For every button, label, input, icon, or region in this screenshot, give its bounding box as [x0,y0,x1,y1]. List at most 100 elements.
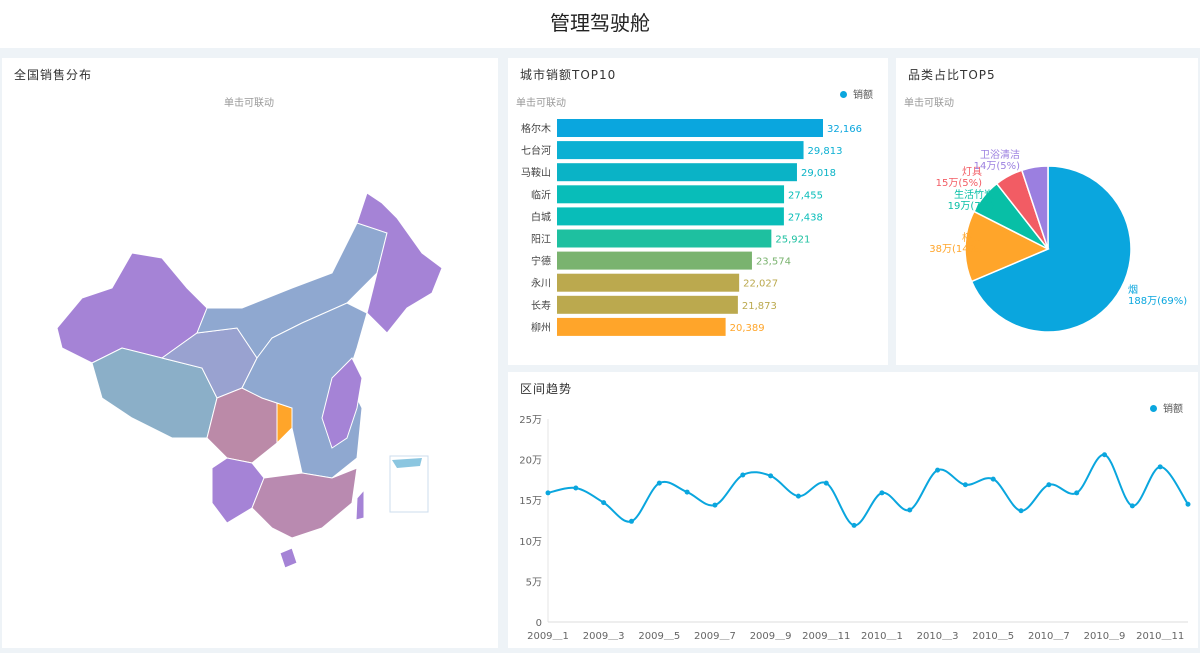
line-point[interactable] [545,490,551,496]
line-title: 区间趋势 [520,382,573,396]
bar-panel: 城市销额TOP10 单击可联动 销额 格尔木 32,166 七台河 29,813 马鞍山… [508,58,888,365]
map-hint: 单击可联动 [224,98,274,109]
bar-category-label: 马鞍山 [521,166,551,179]
line-point[interactable] [1185,501,1191,507]
line-point[interactable] [684,489,690,495]
page-title: 管理驾驶舱 [550,11,650,35]
bar-value-label: 29,018 [801,168,836,179]
x-tick-label: 2010＿11 [1136,631,1184,642]
y-tick-label: 25万 [519,415,542,426]
line-point[interactable] [823,480,829,486]
bar[interactable] [557,295,738,314]
bar-value-label: 32,166 [827,124,862,135]
pie-slice-label: 15万(5%) [936,178,982,189]
x-tick-label: 2009＿1 [527,631,569,642]
pie-slice-label: 38万(14%) [929,244,982,255]
x-tick-label: 2010＿3 [917,631,959,642]
legend-label: 销额 [853,90,873,101]
line-point[interactable] [935,467,941,473]
bar[interactable] [557,207,784,226]
bar[interactable] [557,251,752,270]
bar-category-label: 阳江 [531,234,551,246]
line-chart: 0 5万 10万 15万 20万 25万 2009＿1 2009＿3 2009＿5 2009＿7 2… [519,415,1191,642]
pie-slice-label: 188万(69%) [1128,296,1187,307]
bar[interactable] [557,317,726,336]
line-point[interactable] [601,500,607,506]
line-point[interactable] [1157,464,1163,470]
line-legend[interactable]: 销额 [1150,400,1183,415]
bar[interactable] [557,273,740,292]
bar-legend[interactable]: 销额 [840,86,873,101]
bar[interactable] [557,163,797,182]
y-tick-label: 5万 [526,577,542,588]
line-point[interactable] [1129,503,1135,509]
x-tick-label: 2009＿11 [802,631,850,642]
x-tick-label: 2010＿9 [1084,631,1126,642]
bar[interactable] [557,119,823,137]
bar[interactable] [557,185,785,204]
legend-dot-icon [840,91,847,98]
y-tick-label: 0 [536,618,542,629]
y-tick-label: 15万 [519,496,542,507]
bar-category-label: 七台河 [521,144,551,157]
line-point[interactable] [768,473,774,479]
bar-value-label: 25,921 [775,235,810,246]
china-map[interactable] [2,58,498,648]
line-point[interactable] [1102,452,1108,458]
line-point[interactable] [573,485,579,491]
line-point[interactable] [740,472,746,478]
y-tick-label: 20万 [519,456,542,467]
line-point[interactable] [712,502,718,508]
line-point[interactable] [656,480,662,486]
line-point[interactable] [1074,490,1080,496]
line-series [547,453,1189,527]
bar-value-label: 20,389 [730,323,765,334]
header: 管理驾驶舱 [0,0,1200,48]
bar-title: 城市销额TOP10 [520,68,617,82]
bar[interactable] [557,141,804,160]
bar[interactable] [557,229,772,248]
line-point[interactable] [1046,482,1052,488]
line-panel: 区间趋势 销额 0 5万 10万 15万 20万 25万 2009＿1 2009＿3 2009＿… [508,372,1198,648]
bar-category-label: 临沂 [531,188,551,201]
x-tick-label: 2009＿7 [694,631,736,642]
legend-label: 销额 [1163,404,1183,415]
pie-slice-name: 烟 [1128,283,1138,296]
line-point[interactable] [962,482,968,488]
bar-category-label: 永川 [531,277,551,290]
line-point[interactable] [628,518,634,524]
line-point[interactable] [1018,508,1024,514]
line-point[interactable] [990,476,996,482]
pie-slice[interactable] [964,210,1050,283]
pie-slice-label: 19万(7%) [948,201,994,212]
south-sea-inset [389,455,429,513]
line-point[interactable] [851,522,857,528]
x-tick-label: 2010＿7 [1028,631,1070,642]
map-title: 全国销售分布 [14,68,93,82]
region-yunnan [211,457,265,524]
pie-slice-name: 灯具 [962,166,982,178]
region-northeast [356,192,443,334]
line-point[interactable] [907,507,913,513]
bar-value-label: 23,574 [756,257,791,268]
line-point[interactable] [795,493,801,499]
region-chongqing [276,402,293,445]
y-tick-label: 10万 [519,537,542,548]
pie-slice-name: 杯具 [962,231,982,244]
bar-category-label: 宁德 [531,255,551,268]
bar-category-label: 长寿 [531,299,551,312]
region-east [321,357,363,449]
x-tick-label: 2009＿5 [638,631,680,642]
map-panel: 全国销售分布 单击可联动 [2,58,498,648]
pie-slice[interactable] [970,165,1132,333]
region-guangxi-guangdong [251,467,358,539]
bar-value-label: 27,438 [788,212,823,223]
legend-dot-icon [1150,405,1157,412]
pie-hint: 单击可联动 [904,98,954,109]
line-point[interactable] [879,490,885,496]
bar-category-label: 格尔木 [521,122,551,135]
pie-title: 品类占比TOP5 [908,68,996,82]
x-tick-label: 2009＿9 [750,631,792,642]
pie-slice[interactable] [1020,165,1049,250]
